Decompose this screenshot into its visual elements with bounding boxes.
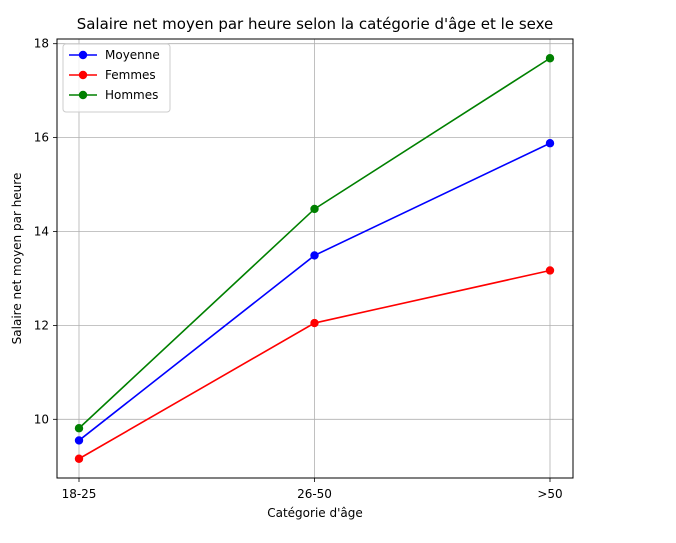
y-tick-label: 12 (34, 318, 49, 332)
legend-swatch-marker (78, 50, 88, 60)
x-tick-label: 18-25 (62, 487, 97, 501)
x-axis-title: Catégorie d'âge (267, 506, 363, 520)
legend-swatch-marker (78, 90, 88, 100)
legend: Moyenne Femmes Hommes (62, 43, 171, 113)
legend-label: Femmes (105, 68, 156, 82)
x-tick-label: 26-50 (297, 487, 332, 501)
y-tick-label: 16 (34, 131, 49, 145)
data-point (74, 424, 84, 433)
x-tick-label: >50 (537, 487, 562, 501)
y-tick-label: 14 (34, 225, 49, 239)
data-point (545, 54, 555, 63)
data-point (74, 454, 84, 463)
data-point (74, 436, 84, 445)
data-point (545, 139, 555, 148)
legend-label: Hommes (105, 88, 158, 102)
data-point (545, 266, 555, 275)
legend-swatch-marker (78, 70, 88, 80)
chart-title: Salaire net moyen par heure selon la cat… (77, 15, 554, 33)
plot-frame (56, 38, 574, 479)
legend-label: Moyenne (105, 48, 160, 62)
data-point (310, 318, 319, 328)
legend-items: Moyenne Femmes Hommes (69, 48, 160, 102)
series-lines (74, 54, 555, 463)
y-tick-label: 18 (34, 37, 49, 51)
y-axis-ticks: 10 12 14 16 18 (34, 37, 57, 426)
data-point (310, 251, 319, 260)
x-axis-ticks: 18-25 26-50 >50 (62, 478, 563, 501)
data-point (310, 204, 319, 214)
y-tick-label: 10 (34, 412, 49, 426)
y-axis-title: Salaire net moyen par heure (10, 173, 24, 345)
